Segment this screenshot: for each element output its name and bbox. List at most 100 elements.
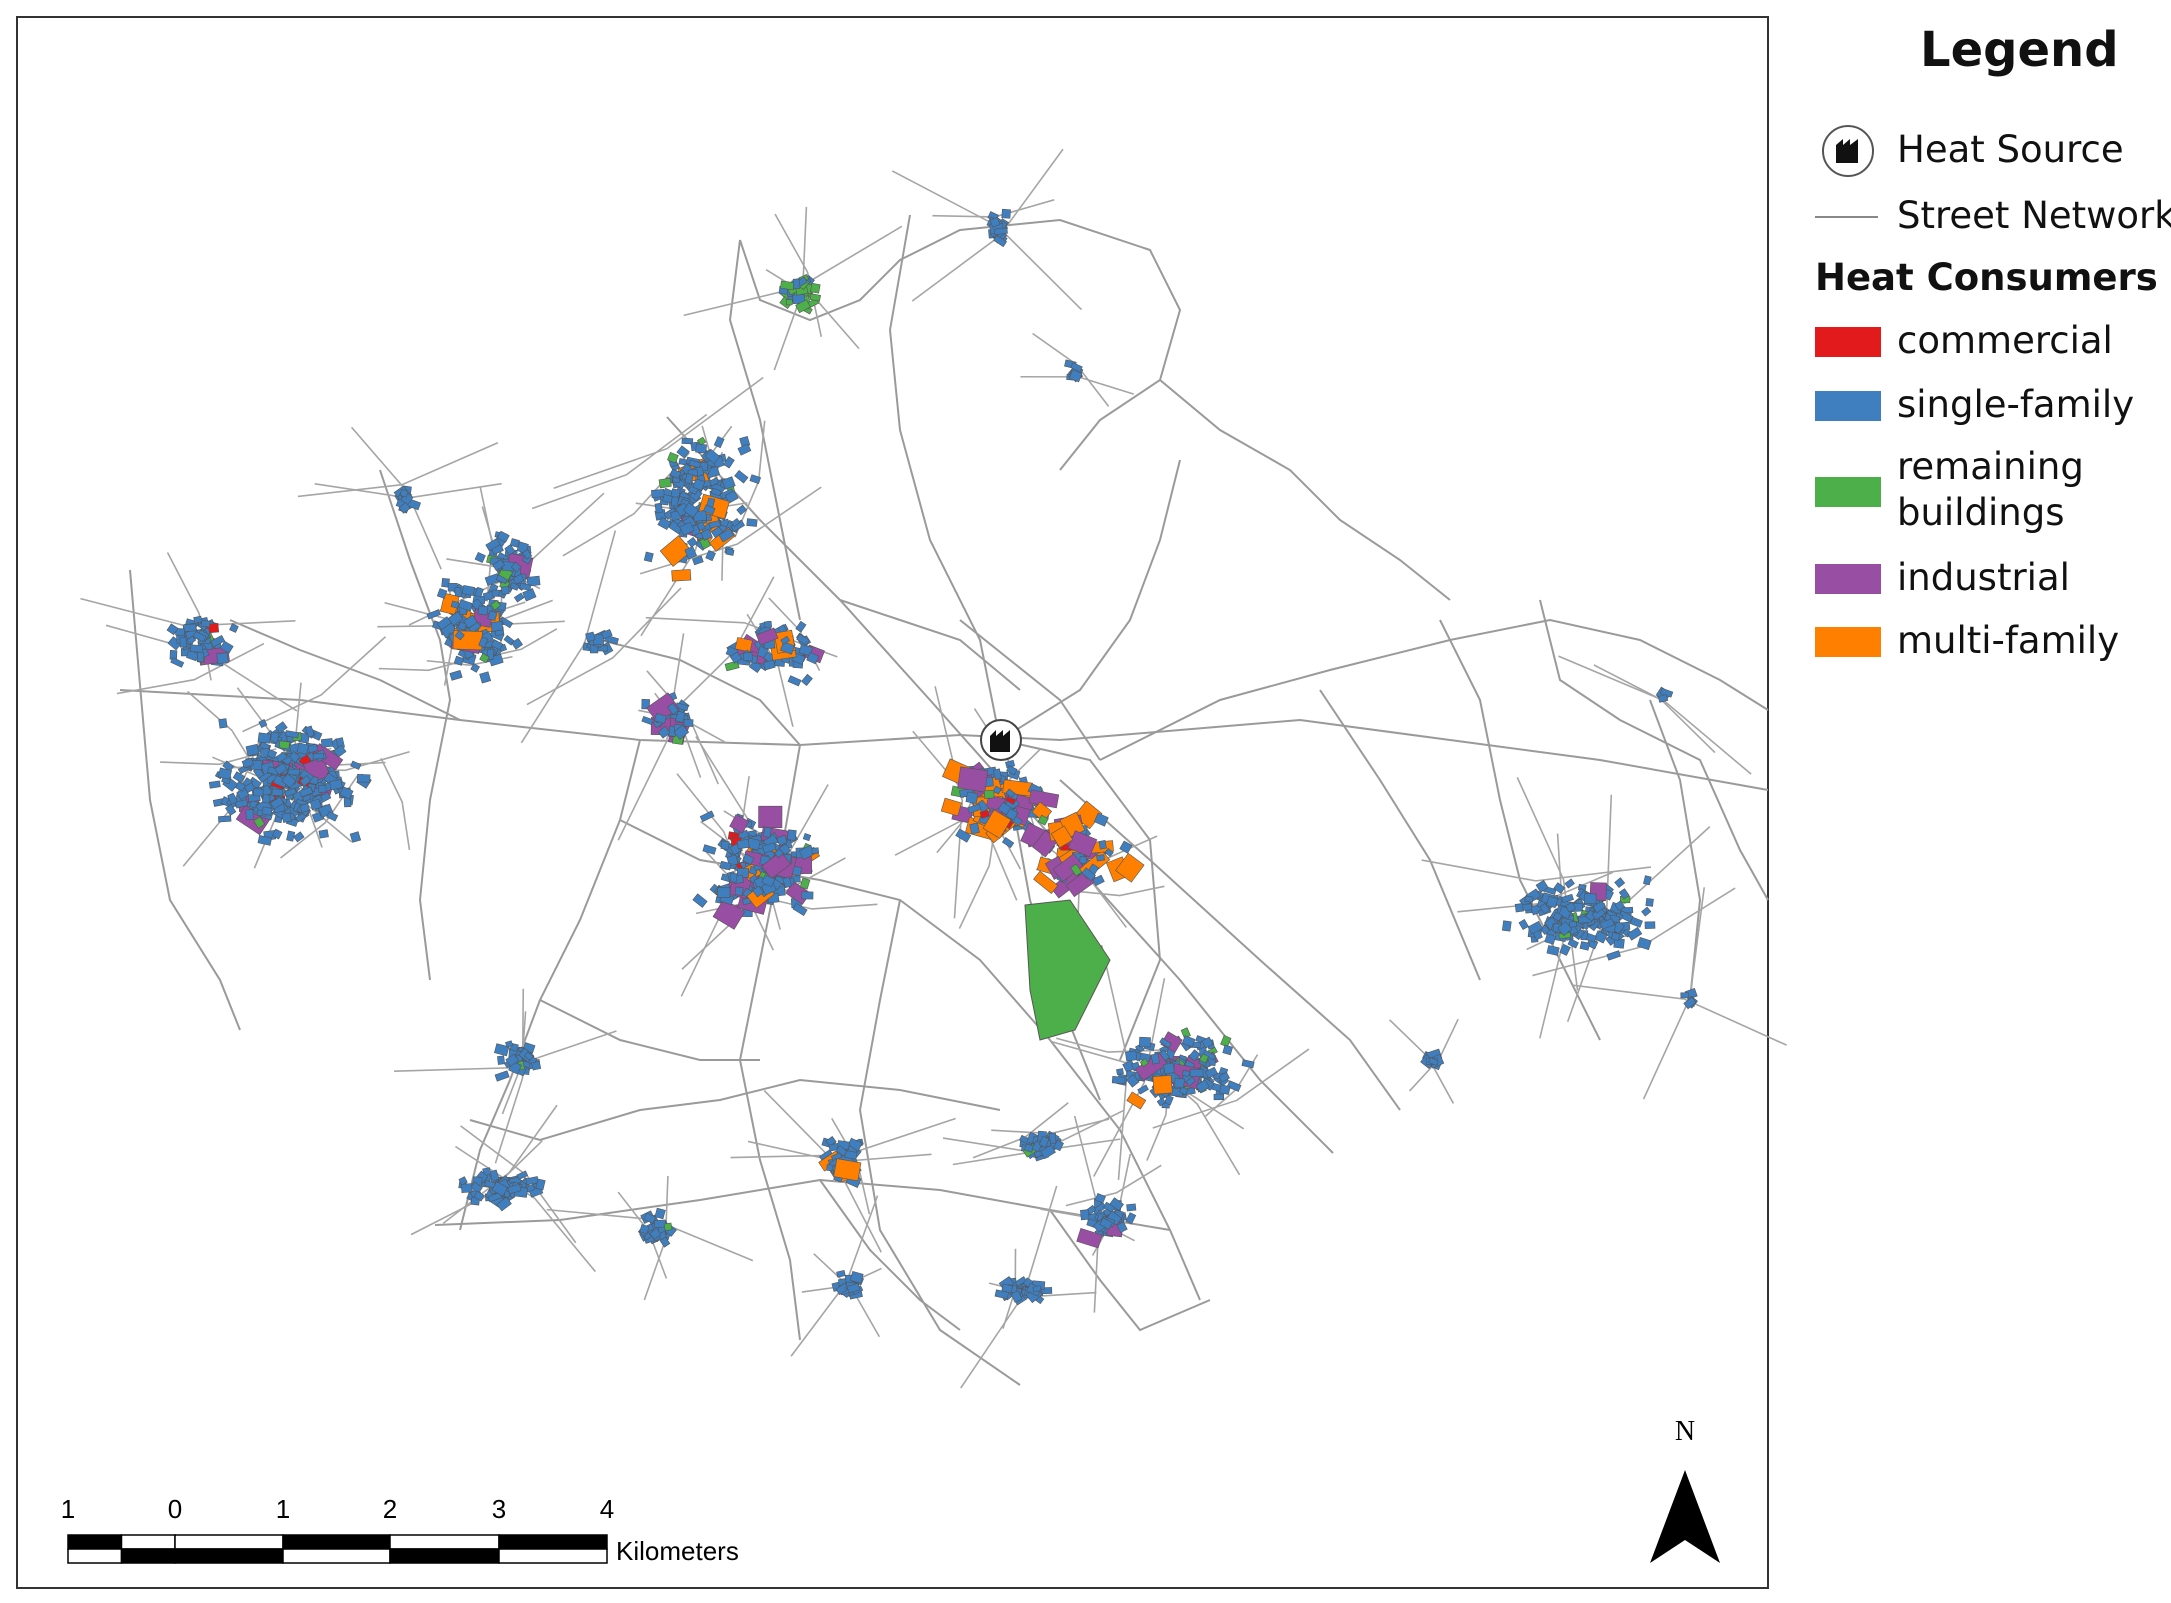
building xyxy=(519,582,532,591)
building xyxy=(487,610,498,622)
building xyxy=(241,757,255,769)
building xyxy=(1094,1193,1106,1204)
building xyxy=(1201,1036,1214,1049)
legend-swatch xyxy=(1815,627,1881,657)
building xyxy=(1092,874,1105,887)
building xyxy=(712,898,746,930)
building xyxy=(782,876,793,889)
building xyxy=(284,730,300,739)
scale-segment xyxy=(120,1534,176,1550)
building xyxy=(1567,938,1579,949)
building xyxy=(505,1040,514,1048)
building xyxy=(654,713,667,724)
building xyxy=(729,873,738,883)
building xyxy=(479,653,490,664)
building xyxy=(1005,788,1016,798)
building xyxy=(269,796,285,810)
street xyxy=(959,619,1101,761)
street xyxy=(839,599,1021,691)
local-street xyxy=(1573,984,1787,1046)
legend-label: industrial xyxy=(1897,556,2070,599)
building xyxy=(197,651,205,662)
legend-swatch xyxy=(1815,564,1881,594)
building xyxy=(982,809,1012,839)
building xyxy=(399,489,409,498)
building xyxy=(1126,1203,1137,1212)
building xyxy=(641,699,650,710)
building xyxy=(450,600,460,609)
building xyxy=(708,477,720,487)
building xyxy=(232,771,246,784)
large-building xyxy=(1024,899,1111,1041)
building xyxy=(1006,765,1018,776)
building xyxy=(967,803,982,814)
building xyxy=(398,501,411,514)
building xyxy=(1040,1144,1056,1160)
building xyxy=(492,559,506,572)
building xyxy=(1514,903,1524,913)
building xyxy=(683,718,694,727)
building xyxy=(736,838,750,850)
building xyxy=(257,835,273,846)
building xyxy=(245,809,254,820)
scale-segment xyxy=(498,1548,608,1564)
building xyxy=(318,829,329,839)
scale-segment xyxy=(67,1534,123,1550)
scale-label: 1 xyxy=(61,1494,75,1524)
legend-swatch xyxy=(1815,327,1881,357)
building xyxy=(1188,1049,1201,1062)
building xyxy=(281,812,292,823)
building xyxy=(299,786,314,798)
building xyxy=(270,731,279,743)
local-street xyxy=(1056,1037,1162,1053)
building xyxy=(1099,1217,1113,1230)
building xyxy=(350,760,362,770)
building xyxy=(274,721,288,734)
scale-segment xyxy=(389,1534,500,1550)
building xyxy=(457,621,468,631)
building xyxy=(692,555,704,566)
building xyxy=(1033,870,1059,894)
building xyxy=(1125,1074,1140,1088)
building xyxy=(1093,812,1109,827)
building xyxy=(1178,1086,1189,1096)
building xyxy=(651,488,665,499)
building xyxy=(182,623,197,633)
building xyxy=(494,1070,510,1082)
building xyxy=(261,794,271,804)
building xyxy=(490,639,504,651)
scale-segment xyxy=(389,1548,500,1564)
building xyxy=(1125,1050,1138,1062)
building xyxy=(1098,840,1107,850)
building xyxy=(641,715,654,726)
building xyxy=(1068,369,1083,383)
legend-label: remaining buildings xyxy=(1897,445,2084,535)
building xyxy=(436,588,448,599)
building xyxy=(681,437,694,445)
building xyxy=(1627,926,1643,941)
local-street xyxy=(410,1140,543,1236)
building xyxy=(474,586,484,598)
street xyxy=(1159,379,1451,601)
building xyxy=(496,1196,512,1212)
building xyxy=(1111,1076,1126,1085)
street xyxy=(888,214,1001,741)
building xyxy=(795,299,811,314)
building xyxy=(436,616,452,631)
building xyxy=(521,549,533,560)
building xyxy=(658,477,672,489)
building xyxy=(1116,1221,1128,1234)
building xyxy=(659,535,692,567)
building xyxy=(724,490,739,504)
building xyxy=(208,780,221,789)
building xyxy=(1539,924,1551,935)
building xyxy=(460,1183,473,1193)
building xyxy=(516,1170,529,1180)
heat-source-icon xyxy=(990,730,1010,752)
legend-label: single-family xyxy=(1897,383,2135,426)
building xyxy=(245,743,260,757)
street-network xyxy=(119,214,1769,1386)
building xyxy=(258,718,268,729)
building xyxy=(219,640,234,654)
legend-label: commercial xyxy=(1897,319,2113,362)
